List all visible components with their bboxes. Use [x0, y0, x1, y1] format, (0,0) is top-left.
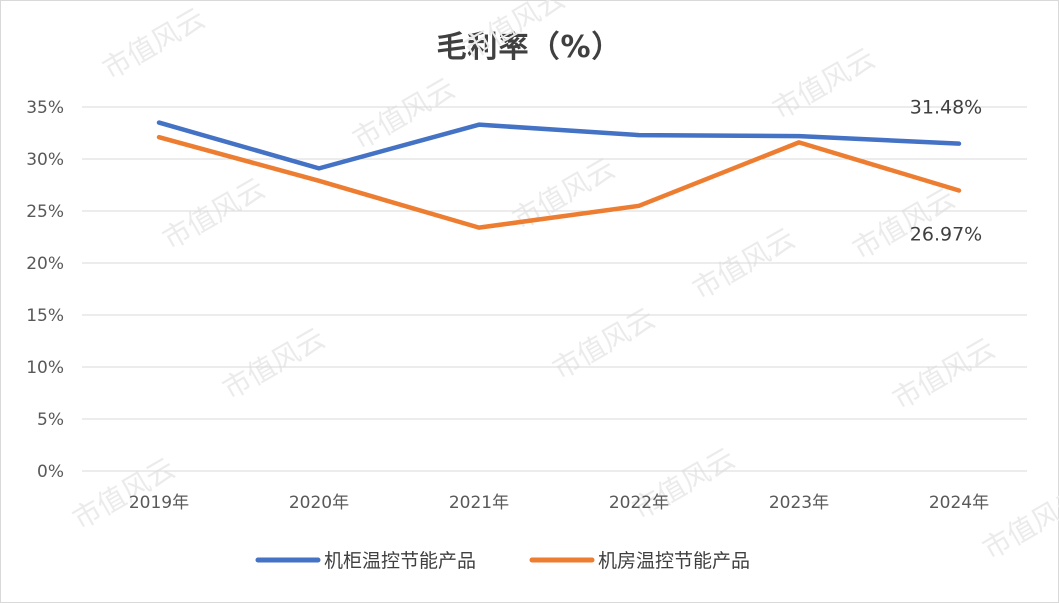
y-tick-label: 30%	[26, 150, 64, 170]
watermark-text: 市值风云	[767, 41, 881, 126]
legend-label: 机房温控节能产品	[598, 550, 750, 572]
series-lines	[156, 120, 962, 230]
data-label: 31.48%	[910, 97, 982, 119]
gridlines	[82, 106, 1027, 472]
y-tick-label: 35%	[26, 98, 64, 118]
legend-label: 机柜温控节能产品	[324, 550, 476, 572]
x-tick-label: 2019年	[129, 493, 189, 513]
y-tick-label: 20%	[26, 254, 64, 274]
y-tick-label: 25%	[26, 202, 64, 222]
y-axis: 0% 5% 10% 15% 20% 25% 30% 35%	[26, 98, 64, 482]
x-axis: 2019年 2020年 2021年 2022年 2023年 2024年	[129, 493, 989, 513]
y-tick-label: 0%	[37, 462, 64, 482]
watermark-text: 市值风云	[977, 481, 1059, 566]
watermark-text: 市值风云	[627, 441, 741, 526]
x-tick-label: 2021年	[449, 493, 509, 513]
x-tick-label: 2020年	[289, 493, 349, 513]
legend: 机柜温控节能产品 机房温控节能产品	[255, 550, 750, 572]
chart-title: 毛利率（%）	[436, 30, 623, 65]
x-tick-label: 2023年	[769, 493, 829, 513]
series-line-2	[156, 134, 962, 230]
x-tick-label: 2022年	[609, 493, 669, 513]
watermark-text: 市值风云	[97, 1, 211, 86]
series-line-1	[156, 120, 962, 171]
watermark-text: 市值风云	[887, 331, 1001, 416]
data-labels: 31.48% 26.97%	[910, 97, 982, 246]
y-tick-label: 15%	[26, 306, 64, 326]
y-tick-label: 10%	[26, 358, 64, 378]
data-label: 26.97%	[910, 224, 982, 246]
watermark-text: 市值风云	[457, 0, 571, 66]
y-tick-label: 5%	[37, 410, 64, 430]
watermark-text: 市值风云	[687, 221, 801, 306]
watermark-text: 市值风云	[217, 321, 331, 406]
x-tick-label: 2024年	[929, 493, 989, 513]
watermark-text: 市值风云	[547, 301, 661, 386]
watermark-text: 市值风云	[157, 171, 271, 256]
